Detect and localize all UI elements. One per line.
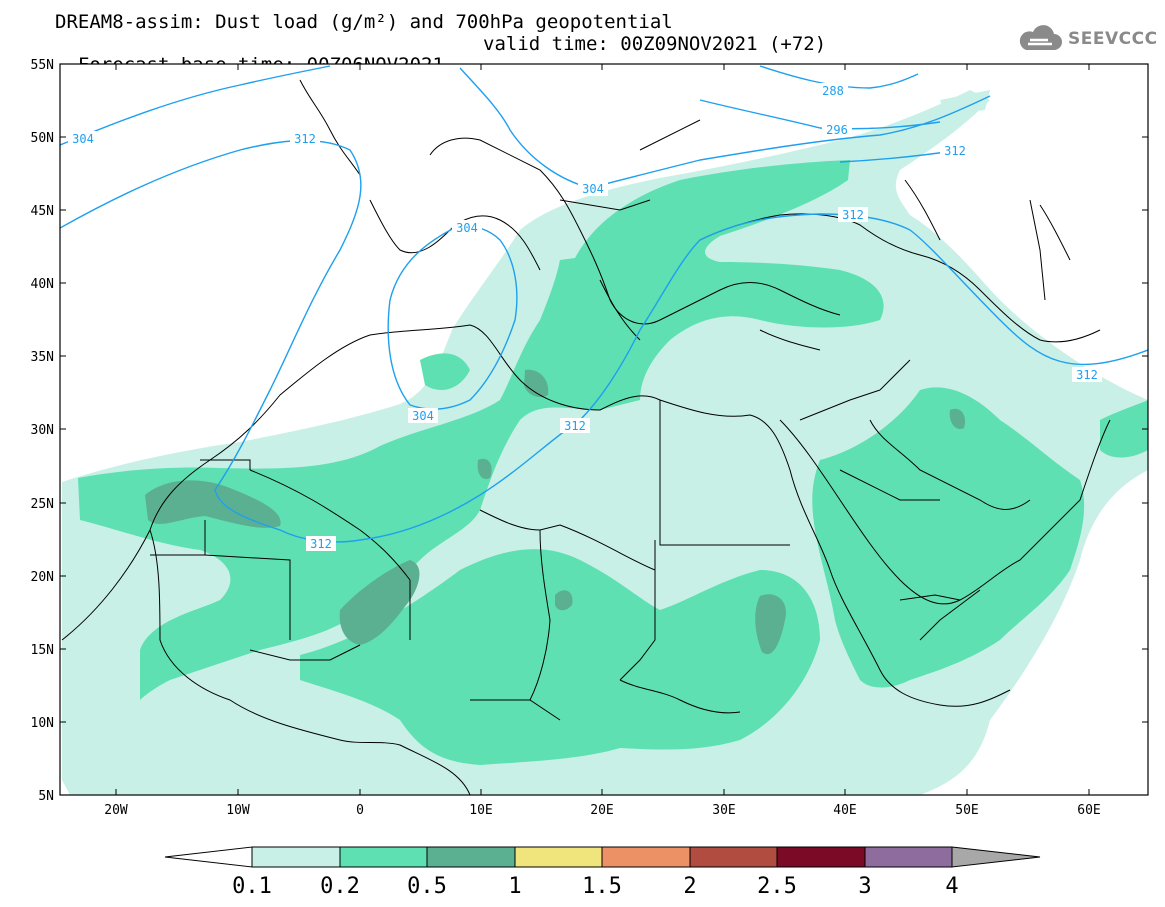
logo-text: SEEVCCC — [1068, 29, 1158, 49]
contour-label: 312 — [564, 419, 586, 433]
lon-tick-label: 60E — [1077, 803, 1100, 818]
colorbar-label: 1.5 — [582, 874, 622, 899]
contour-label: 304 — [412, 409, 434, 423]
colorbar-under-triangle — [164, 846, 253, 868]
contour-label: 312 — [842, 208, 864, 222]
contour-label: 312 — [944, 144, 966, 158]
geopotential-contours — [60, 65, 1148, 543]
colorbar-label: 0.1 — [232, 874, 272, 899]
colorbar-label: 1 — [508, 874, 521, 899]
lat-tick-label: 35N — [31, 350, 54, 365]
lat-tick-label: 55N — [31, 58, 54, 73]
colorbar-swatch — [339, 846, 428, 868]
lat-tick-label: 20N — [31, 570, 54, 585]
colorbar-label: 4 — [945, 874, 958, 899]
colorbar-swatch — [251, 846, 341, 868]
colorbar-swatch — [601, 846, 691, 868]
colorbar-swatch — [776, 846, 866, 868]
contour-label: 304 — [456, 221, 478, 235]
colorbar-label: 3 — [858, 874, 871, 899]
colorbar-swatch — [426, 846, 516, 868]
lon-tick-label: 20E — [590, 803, 613, 818]
lon-tick-label: 40E — [833, 803, 856, 818]
seevccc-logo: SEEVCCC — [1018, 24, 1158, 54]
colorbar-swatch — [864, 846, 953, 868]
contour-labels: 304 312 288 296 304 312 304 304 312 312 … — [68, 83, 1102, 551]
colorbar-swatch — [689, 846, 778, 868]
contour-label: 288 — [822, 84, 844, 98]
lon-tick-label: 50E — [955, 803, 978, 818]
map-area: 304 312 288 296 304 312 304 304 312 312 … — [60, 64, 1148, 795]
lon-tick-label: 0 — [356, 803, 364, 818]
lon-axis: 20W 10W 0 10E 20E 30E 40E 50E 60E — [104, 64, 1101, 818]
colorbar-label: 2.5 — [757, 874, 797, 899]
coastlines — [61, 79, 1111, 795]
map-title: DREAM8-assim: Dust load (g/m²) and 700hP… — [55, 11, 673, 33]
contour-label: 312 — [1076, 368, 1098, 382]
colorbar-label: 0.2 — [320, 874, 360, 899]
contour-label: 312 — [294, 132, 316, 146]
cloud-icon — [1019, 25, 1062, 50]
lon-tick-label: 30E — [712, 803, 735, 818]
lat-tick-label: 10N — [31, 716, 54, 731]
lon-tick-label: 10E — [469, 803, 492, 818]
contour-label: 304 — [72, 132, 94, 146]
colorbar-label: 0.5 — [407, 874, 447, 899]
lat-tick-label: 30N — [31, 423, 54, 438]
lon-tick-label: 10W — [226, 803, 250, 818]
colorbar-over-triangle — [951, 846, 1041, 868]
colorbar-swatch — [514, 846, 603, 868]
dust-level-dark — [145, 369, 966, 655]
contour-label: 296 — [826, 123, 848, 137]
lat-tick-label: 40N — [31, 277, 54, 292]
contour-label: 304 — [582, 182, 604, 196]
valid-time: valid time: 00Z09NOV2021 (+72) — [483, 33, 827, 55]
colorbar-label: 2 — [683, 874, 696, 899]
lon-tick-label: 20W — [104, 803, 128, 818]
lat-tick-label: 45N — [31, 204, 54, 219]
colorbar: 0.1 0.2 0.5 1 1.5 2 2.5 3 4 — [164, 846, 1041, 899]
lat-axis: 55N 50N 45N 40N 35N 30N 25N 20N 15N 10N … — [31, 58, 1148, 804]
dust-level-medium — [78, 160, 1148, 765]
lat-tick-label: 15N — [31, 643, 54, 658]
lat-tick-label: 25N — [31, 497, 54, 512]
lat-tick-label: 5N — [38, 789, 54, 804]
lat-tick-label: 50N — [31, 131, 54, 146]
contour-label: 312 — [310, 537, 332, 551]
